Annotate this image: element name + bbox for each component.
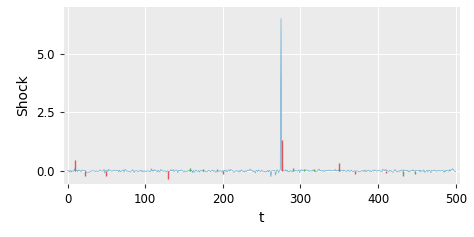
X-axis label: t: t xyxy=(259,211,264,225)
Y-axis label: Shock: Shock xyxy=(17,74,30,116)
